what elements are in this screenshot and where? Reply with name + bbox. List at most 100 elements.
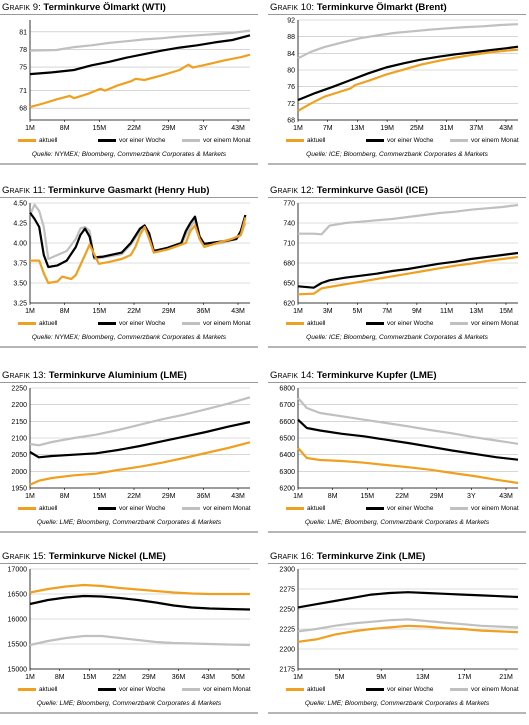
legend-label: vor einer Woche <box>119 320 166 327</box>
legend-item-woche: vor einer Woche <box>366 505 433 512</box>
x-tick-label: 15M <box>93 308 107 315</box>
legend-item-aktuell: aktuell <box>286 320 325 327</box>
y-tick-label: 2200 <box>11 402 27 409</box>
legend-item-woche: vor einer Woche <box>98 686 165 693</box>
chart-title-text: Terminkurve Zink (LME) <box>316 551 426 562</box>
y-tick-label: 72 <box>287 101 295 108</box>
y-tick-label: 15000 <box>8 667 28 674</box>
x-tick-label: 43M <box>231 125 245 132</box>
x-tick-label: 50M <box>231 674 245 681</box>
legend-swatch <box>182 138 200 142</box>
y-tick-label: 6700 <box>279 402 295 409</box>
y-tick-label: 78 <box>19 47 27 54</box>
y-tick-label: 6800 <box>279 386 295 393</box>
x-tick-label: 13M <box>469 308 483 315</box>
bottom-rule <box>268 712 526 714</box>
series-line-woche <box>297 45 519 102</box>
title-rule <box>268 197 526 198</box>
chart-title: Grafik 9: Terminkurve Ölmarkt (WTI) <box>2 2 166 13</box>
legend-item-aktuell: aktuell <box>286 686 325 693</box>
series-line-woche <box>297 251 519 289</box>
y-tick-label: 2050 <box>11 452 27 459</box>
series-line-monat <box>297 618 519 633</box>
plot-svg: 1950 2000 2050 2100 2150 2200 2250 1M 8M 15M 22M 29… <box>11 386 251 500</box>
legend-label: aktuell <box>307 686 326 693</box>
bottom-rule <box>0 346 258 348</box>
x-tick-label: 43M <box>231 493 245 500</box>
x-tick-label: 1M <box>293 493 303 500</box>
y-tick-label: 2175 <box>279 667 295 674</box>
x-tick-label: 3M <box>323 308 333 315</box>
legend-item-woche: vor einer Woche <box>366 137 433 144</box>
x-tick-label: 31M <box>440 125 454 132</box>
legend-swatch <box>18 138 36 142</box>
chart-source: Quelle: LME; Bloomberg, Commerzbank Corp… <box>36 700 222 707</box>
legend: aktuell vor einer Woche vor einem Monat <box>268 137 526 147</box>
chart-number: Grafik 15: <box>2 551 49 562</box>
series-line-monat <box>297 397 519 445</box>
chart-title: Grafik 15: Terminkurve Nickel (LME) <box>2 551 166 562</box>
x-tick-label: 43M <box>499 493 513 500</box>
y-tick-label: 4.25 <box>13 221 27 228</box>
legend-label: aktuell <box>307 320 326 327</box>
legend-label: vor einer Woche <box>387 505 434 512</box>
y-tick-label: 2100 <box>11 436 27 443</box>
series-line-monat <box>29 29 251 52</box>
chart-source: Quelle: LME; Bloomberg, Commerzbank Corp… <box>36 519 222 526</box>
legend-item-aktuell: aktuell <box>286 505 325 512</box>
series-line-aktuell <box>29 583 250 596</box>
legend: aktuell vor einer Woche vor einem Monat <box>0 137 258 147</box>
legend-swatch <box>450 321 468 325</box>
x-tick-label: 8M <box>60 493 70 500</box>
y-tick-label: 17000 <box>8 567 28 574</box>
legend-swatch <box>182 687 200 691</box>
x-tick-label: 29M <box>430 493 444 500</box>
legend-item-monat: vor einem Monat <box>182 137 251 144</box>
y-tick-label: 770 <box>283 201 295 208</box>
legend-swatch <box>182 506 200 510</box>
series-line-woche <box>297 591 519 609</box>
x-tick-label: 15M <box>499 308 513 315</box>
x-tick-label: 15M <box>83 674 97 681</box>
legend-swatch <box>366 506 384 510</box>
series-line-monat <box>297 23 519 60</box>
legend-swatch <box>98 687 116 691</box>
plot-svg: 68 71 75 78 81 1M 8M 15M 22M 29M 3Y 43M <box>19 20 251 132</box>
chart-number: Grafik 10: <box>270 2 317 13</box>
x-tick-label: 22M <box>127 308 141 315</box>
legend-label: aktuell <box>39 320 58 327</box>
chart-panel-g9: Grafik 9: Terminkurve Ölmarkt (WTI) 68 71 7… <box>0 0 258 176</box>
legend-item-aktuell: aktuell <box>18 686 57 693</box>
title-rule <box>268 14 526 15</box>
legend-label: vor einer Woche <box>119 137 166 144</box>
y-tick-label: 6400 <box>279 452 295 459</box>
y-tick-label: 740 <box>283 221 295 228</box>
series-line-monat <box>29 396 251 447</box>
bottom-rule <box>268 163 526 165</box>
legend-swatch <box>18 687 36 691</box>
legend-label: vor einem Monat <box>471 505 519 512</box>
series-line-monat <box>298 203 519 236</box>
chart-source: Quelle: LME; Bloomberg, Commerzbank Corp… <box>304 519 490 526</box>
legend-swatch <box>98 138 116 142</box>
legend-label: vor einer Woche <box>119 505 166 512</box>
x-tick-label: 19M <box>380 125 394 132</box>
x-tick-label: 29M <box>162 308 176 315</box>
title-rule <box>0 563 258 564</box>
x-tick-label: 22M <box>112 674 126 681</box>
chart-panel-g13: Grafik 13: Terminkurve Aluminium (LME) 19… <box>0 368 258 544</box>
chart-title-text: Terminkurve Gasöl (ICE) <box>316 185 428 196</box>
y-tick-label: 650 <box>283 281 295 288</box>
x-tick-label: 29M <box>142 674 156 681</box>
legend-item-monat: vor einem Monat <box>450 686 519 693</box>
legend-swatch <box>366 321 384 325</box>
x-tick-label: 8M <box>55 674 65 681</box>
legend-swatch <box>286 506 304 510</box>
x-tick-label: 15M <box>93 125 107 132</box>
y-tick-label: 2275 <box>279 587 295 594</box>
legend-item-aktuell: aktuell <box>18 505 57 512</box>
legend-label: aktuell <box>39 137 58 144</box>
x-tick-label: 29M <box>162 125 176 132</box>
x-tick-label: 13M <box>416 674 430 681</box>
x-tick-label: 13M <box>351 125 365 132</box>
